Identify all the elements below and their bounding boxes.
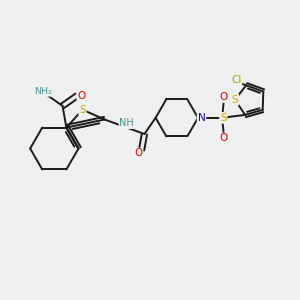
Text: NH₂: NH₂ xyxy=(34,87,52,96)
Text: S: S xyxy=(232,95,238,105)
Text: O: O xyxy=(134,148,142,158)
Text: O: O xyxy=(77,91,86,101)
Text: NH: NH xyxy=(119,118,134,128)
Text: O: O xyxy=(220,134,228,143)
Text: Cl: Cl xyxy=(231,75,242,85)
Text: N: N xyxy=(198,113,206,123)
Text: S: S xyxy=(79,105,86,115)
Text: O: O xyxy=(220,92,228,102)
Text: S: S xyxy=(220,113,227,123)
